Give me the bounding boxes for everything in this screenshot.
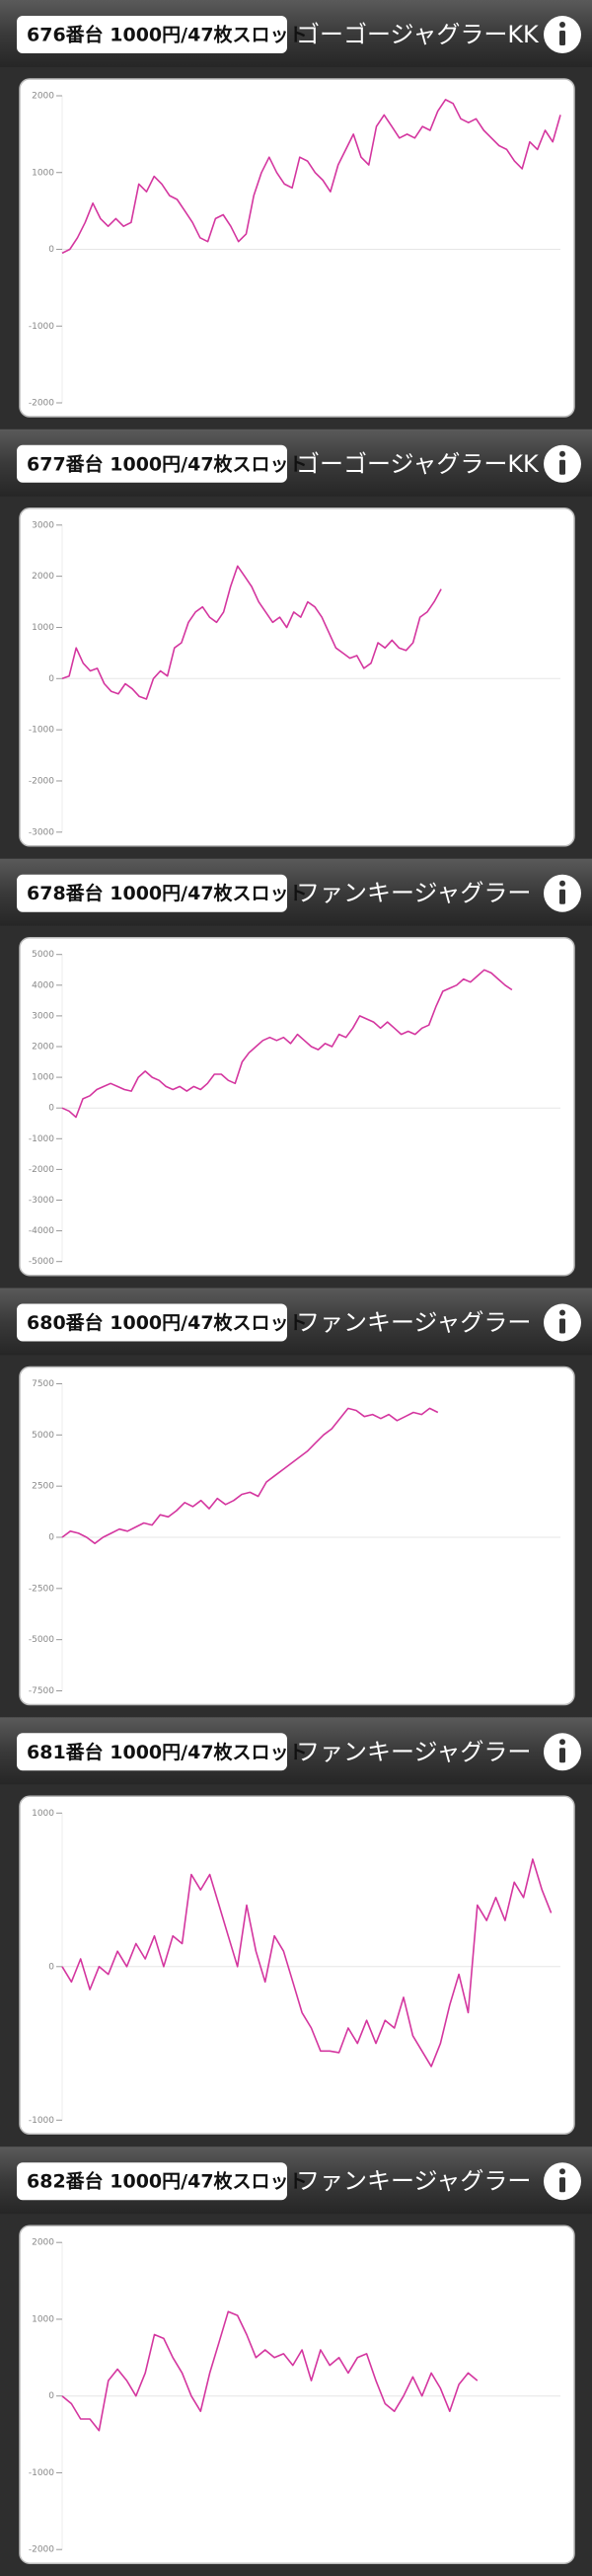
y-tick-label: 0 xyxy=(48,1962,54,1972)
y-tick-label: 1000 xyxy=(32,623,54,633)
y-tick-label: 1000 xyxy=(32,1809,54,1819)
y-tick-label: -3000 xyxy=(29,827,54,837)
info-stem xyxy=(559,31,565,45)
y-tick-label: -1000 xyxy=(29,726,54,736)
unit-label: 676番台 1000円/47枚スロット xyxy=(27,24,308,46)
y-tick-label: 5000 xyxy=(32,1431,54,1441)
info-stem xyxy=(559,1318,565,1334)
line-series xyxy=(61,1858,553,2068)
chart-card xyxy=(19,78,575,418)
machine-name: ゴーゴージャグラーKK xyxy=(296,450,540,478)
line-series xyxy=(61,99,561,255)
unit-label: 677番台 1000円/47枚スロット xyxy=(27,452,308,475)
info-stem xyxy=(559,2177,565,2193)
line-series xyxy=(61,969,513,1119)
label-box xyxy=(17,1303,287,1342)
info-dot xyxy=(559,450,565,457)
y-tick-label: -1000 xyxy=(29,2116,54,2126)
y-tick-label: -1000 xyxy=(29,1134,54,1144)
y-tick-label: -5000 xyxy=(29,1257,54,1267)
y-tick-label: 1000 xyxy=(32,168,54,178)
machine-name: ゴーゴージャグラーKK xyxy=(296,21,540,48)
y-tick-label: -2000 xyxy=(29,2545,54,2555)
y-tick-label: 2000 xyxy=(32,2238,54,2248)
y-tick-label: 2000 xyxy=(32,92,54,102)
chart-card xyxy=(19,507,575,847)
machine-name: ファンキージャグラー xyxy=(296,880,531,907)
y-tick-label: 0 xyxy=(48,245,54,255)
y-tick-label: -4000 xyxy=(29,1226,54,1236)
y-tick-label: 3000 xyxy=(32,1011,54,1021)
info-stem xyxy=(559,889,565,904)
y-tick-label: -2500 xyxy=(29,1584,54,1594)
info-stem xyxy=(559,1748,565,1763)
y-tick-label: 0 xyxy=(48,1533,54,1543)
y-tick-label: -2000 xyxy=(29,399,54,409)
info-stem xyxy=(559,459,565,475)
y-tick-label: -1000 xyxy=(29,322,54,332)
info-dot xyxy=(559,2168,565,2175)
line-series xyxy=(61,1407,439,1545)
y-tick-label: -7500 xyxy=(29,1686,54,1696)
y-tick-label: 7500 xyxy=(32,1379,54,1389)
info-dot xyxy=(559,880,565,887)
unit-label: 678番台 1000円/47枚スロット xyxy=(27,882,308,904)
y-tick-label: 1000 xyxy=(32,2314,54,2324)
info-button[interactable] xyxy=(544,2162,581,2201)
y-tick-label: 0 xyxy=(48,1104,54,1114)
info-button[interactable] xyxy=(544,16,581,53)
label-box xyxy=(17,444,287,483)
line-series xyxy=(61,565,442,700)
y-tick-label: 5000 xyxy=(32,950,54,960)
y-tick-label: 3000 xyxy=(32,520,54,530)
label-box xyxy=(17,874,287,912)
y-tick-label: 0 xyxy=(48,674,54,684)
label-box xyxy=(17,16,287,53)
y-tick-label: 2000 xyxy=(32,572,54,582)
y-tick-label: 2000 xyxy=(32,1043,54,1053)
chart-card xyxy=(19,936,575,1277)
label-box xyxy=(17,2162,287,2201)
y-tick-label: 2500 xyxy=(32,1482,54,1492)
line-series xyxy=(61,2310,479,2432)
y-tick-label: -5000 xyxy=(29,1635,54,1645)
machine-name: ファンキージャグラー xyxy=(296,1738,531,1765)
chart-card xyxy=(19,1795,575,2136)
y-tick-label: -2000 xyxy=(29,1165,54,1175)
unit-label: 682番台 1000円/47枚スロット xyxy=(27,2170,308,2193)
info-button[interactable] xyxy=(544,1303,581,1342)
y-tick-label: 4000 xyxy=(32,980,54,990)
y-tick-label: -1000 xyxy=(29,2468,54,2478)
info-dot xyxy=(559,1309,565,1316)
machine-name: ファンキージャグラー xyxy=(296,2167,531,2195)
unit-label: 680番台 1000円/47枚スロット xyxy=(27,1311,308,1334)
info-button[interactable] xyxy=(544,444,581,483)
chart-card xyxy=(19,1366,575,1706)
y-tick-label: -3000 xyxy=(29,1196,54,1206)
machine-name: ファンキージャグラー xyxy=(296,1309,531,1337)
y-tick-label: 1000 xyxy=(32,1073,54,1083)
chart-card xyxy=(19,2225,575,2564)
y-tick-label: 0 xyxy=(48,2391,54,2401)
info-dot xyxy=(559,22,565,28)
info-button[interactable] xyxy=(544,1733,581,1771)
label-box xyxy=(17,1733,287,1771)
info-dot xyxy=(559,1739,565,1746)
y-tick-label: -2000 xyxy=(29,776,54,786)
info-button[interactable] xyxy=(544,874,581,912)
unit-label: 681番台 1000円/47枚スロット xyxy=(27,1741,308,1763)
